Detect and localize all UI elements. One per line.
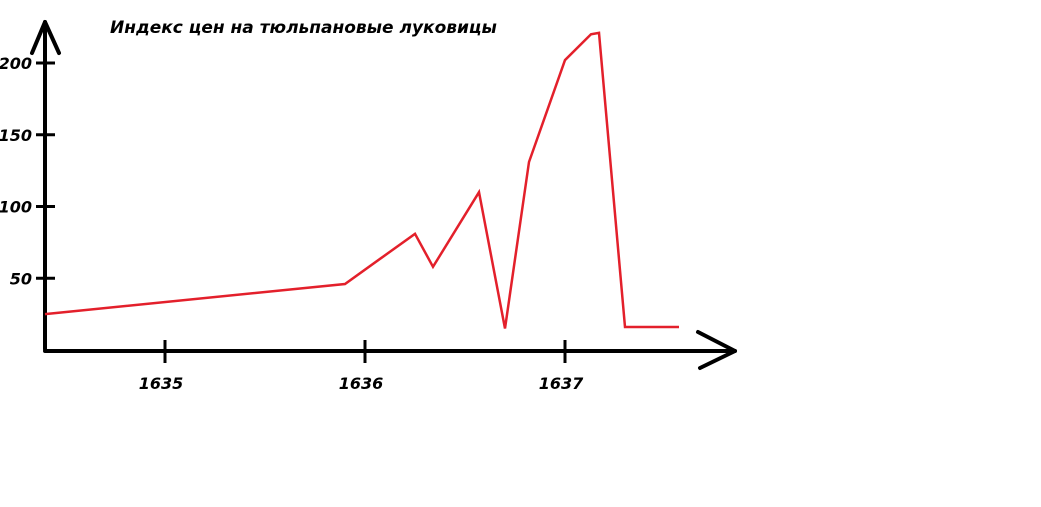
ticks: 50 100 150 200 1635 1636 1637 (0, 54, 584, 393)
y-tick-label: 100 (0, 198, 32, 217)
x-tick-label: 1637 (539, 374, 584, 393)
chart-title: Индекс цен на тюльпановые луковицы (110, 18, 497, 38)
y-tick-label: 200 (0, 54, 32, 73)
x-axis-arrowhead (696, 330, 737, 370)
x-tick-label: 1636 (339, 374, 384, 393)
y-tick-label: 150 (0, 126, 32, 145)
series-line (44, 31, 679, 329)
y-axis-arrowhead (30, 20, 61, 55)
x-tick-label: 1635 (139, 374, 184, 393)
series (44, 31, 680, 329)
y-tick-label: 50 (10, 269, 32, 288)
axes (30, 20, 737, 370)
